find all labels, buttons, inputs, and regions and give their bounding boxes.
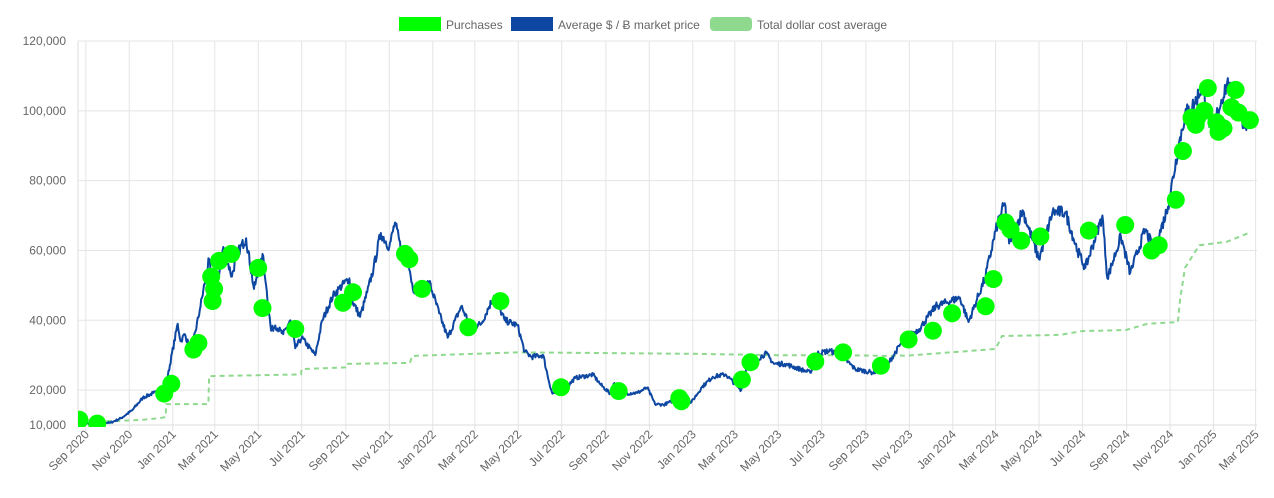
x-tick-label: Jan 2021 <box>134 427 179 472</box>
purchase-point <box>162 374 181 393</box>
legend-swatch-dca <box>710 17 752 31</box>
purchase-point <box>732 370 751 389</box>
dca-line <box>79 232 1249 423</box>
purchase-point <box>1226 80 1245 99</box>
market-price-line <box>78 77 1250 426</box>
purchase-point <box>1012 231 1031 250</box>
x-tick-label: Nov 2020 <box>89 427 135 473</box>
plot-area <box>78 77 1259 427</box>
x-tick-label: Sep 2023 <box>826 427 872 473</box>
purchase-point <box>249 258 268 277</box>
y-tick-label: 40,000 <box>29 313 66 327</box>
legend-item-market-price[interactable]: Average $ / Ƀ market price <box>511 17 700 32</box>
x-tick-label: Nov 2023 <box>869 427 915 473</box>
purchase-point <box>1001 220 1020 239</box>
purchase-point <box>205 279 224 298</box>
purchase-point <box>413 279 432 298</box>
x-tick-label: Sep 2020 <box>46 427 92 473</box>
purchase-point <box>1195 101 1214 120</box>
purchase-point <box>1198 79 1217 98</box>
purchase-point <box>609 382 628 401</box>
purchase-point <box>984 270 1003 289</box>
purchase-point <box>1079 221 1098 240</box>
purchase-point <box>943 304 962 323</box>
x-tick-label: Jan 2025 <box>1175 427 1220 472</box>
purchase-point <box>1031 227 1050 246</box>
y-axis: 120,000 100,000 80,000 60,000 40,000 20,000 10… <box>23 34 67 432</box>
x-tick-label: May 2021 <box>217 427 264 474</box>
x-tick-label: Jul 2023 <box>786 427 828 469</box>
y-tick-label: 80,000 <box>29 174 66 188</box>
x-tick-label: Jul 2024 <box>1047 427 1089 469</box>
purchase-point <box>1214 119 1233 138</box>
legend-item-purchases[interactable]: Purchases <box>399 17 503 32</box>
x-tick-label: May 2024 <box>998 427 1045 474</box>
purchase-point <box>552 378 570 397</box>
x-tick-label: May 2023 <box>737 427 784 474</box>
purchase-point <box>672 392 691 411</box>
purchase-point <box>806 352 825 371</box>
y-tick-label: 120,000 <box>23 34 67 48</box>
x-tick-label: Jan 2022 <box>394 427 439 472</box>
purchase-point <box>253 299 272 318</box>
x-tick-label: Mar 2022 <box>435 427 481 473</box>
x-tick-label: Nov 2021 <box>349 427 395 473</box>
x-tick-label: Sep 2021 <box>306 427 352 473</box>
purchase-point <box>222 244 241 263</box>
purchase-point <box>344 283 362 302</box>
purchase-point <box>923 321 942 340</box>
purchase-point <box>899 330 918 349</box>
y-tick-label: 10,000 <box>29 418 66 432</box>
x-tick-label: Sep 2022 <box>566 427 612 473</box>
purchase-point <box>459 318 478 337</box>
purchase-point <box>400 250 419 269</box>
x-tick-label: Mar 2023 <box>695 427 741 473</box>
legend-swatch-purchases <box>399 17 441 31</box>
purchase-point <box>1116 216 1135 234</box>
x-tick-label: Jan 2023 <box>654 427 699 472</box>
x-tick-label: Jan 2024 <box>914 427 959 472</box>
purchase-point <box>491 292 510 311</box>
x-tick-label: Jul 2021 <box>266 427 308 469</box>
legend-item-dca[interactable]: Total dollar cost average <box>710 17 887 32</box>
legend-label-purchases: Purchases <box>446 18 503 32</box>
x-tick-label: Mar 2021 <box>175 427 221 473</box>
x-tick-label: Mar 2024 <box>956 427 1002 473</box>
purchase-point <box>741 353 760 372</box>
y-tick-label: 60,000 <box>29 243 66 257</box>
x-tick-label: Sep 2024 <box>1087 427 1133 473</box>
purchase-point <box>1173 142 1192 160</box>
purchase-point <box>976 297 995 316</box>
x-tick-label: Mar 2025 <box>1216 427 1262 473</box>
purchase-point <box>871 356 890 375</box>
purchase-point <box>1166 190 1185 209</box>
purchase-point <box>189 334 208 352</box>
x-tick-label: Jul 2022 <box>526 427 568 469</box>
x-tick-label: May 2022 <box>477 427 524 474</box>
y-tick-label: 100,000 <box>23 104 67 118</box>
x-tick-label: Nov 2022 <box>609 427 655 473</box>
purchase-point <box>78 410 89 427</box>
grid <box>77 40 1257 431</box>
purchase-point <box>1149 236 1168 255</box>
x-tick-label: Nov 2024 <box>1130 427 1176 473</box>
legend-swatch-market-price <box>511 17 553 31</box>
purchase-point <box>1240 111 1259 130</box>
legend-label-market-price: Average $ / Ƀ market price <box>558 18 700 32</box>
y-tick-label: 20,000 <box>29 383 66 397</box>
purchase-point <box>286 320 305 338</box>
purchase-point <box>88 414 107 427</box>
legend-label-dca: Total dollar cost average <box>757 18 887 32</box>
legend: Purchases Average $ / Ƀ market price Tot… <box>399 17 887 32</box>
purchase-point <box>834 343 853 362</box>
